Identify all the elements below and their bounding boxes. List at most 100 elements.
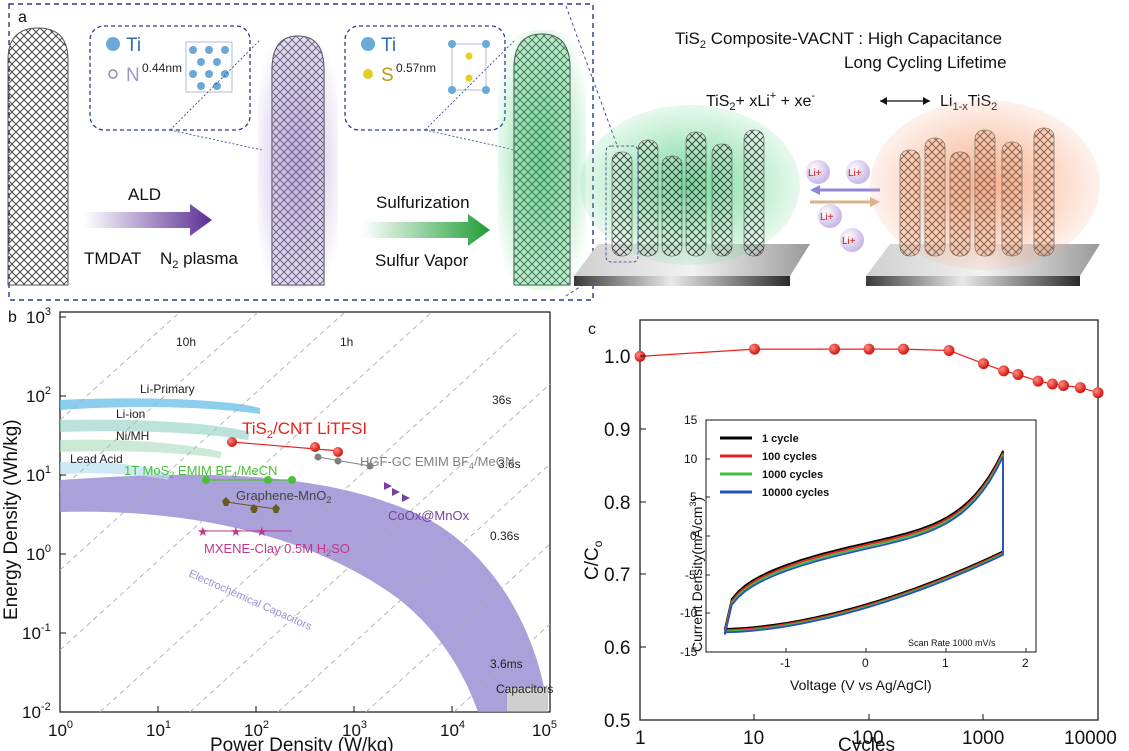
data-point [402, 494, 410, 502]
panel-c-ylabel: C/Co [582, 540, 605, 580]
panel-b-axis-ticks [59, 316, 551, 713]
series-label: MXENE-Clay 0.5M H2SO [204, 541, 350, 558]
cv-inset-plot-area [705, 419, 1037, 653]
legend-label: 10000 cycles [762, 487, 829, 499]
xtick-label: 1000 [962, 728, 1004, 749]
region-label: Capacitors [496, 682, 553, 696]
ytick-label: 5 [690, 490, 697, 504]
data-point [288, 476, 296, 484]
series-tis2-cnt: TiS2/CNT LiTFSI [227, 419, 367, 457]
xtick-label: 104 [440, 719, 465, 740]
data-point [998, 365, 1010, 377]
ragone-regions [60, 398, 548, 712]
panel-b-xtick-labels: 100 101 102 103 104 105 [48, 719, 557, 740]
sulfurization-label: Sulfurization [376, 193, 470, 212]
xtick-label: 105 [532, 719, 557, 740]
vacnt-array-orange [866, 100, 1100, 286]
data-point [1032, 375, 1044, 387]
ald-label: ALD [128, 185, 161, 204]
series-label: HGF-GC EMIM BF4/MeCN [360, 454, 515, 471]
time-label: 10h [176, 335, 196, 349]
xtick-label: 101 [146, 719, 171, 740]
s-atom-icon [363, 69, 373, 79]
cv-inset-ticks [706, 419, 1027, 653]
data-point: ★ [230, 524, 242, 539]
panel-a-letter: a [18, 9, 27, 26]
tin-el1: Ti [126, 35, 141, 56]
data-point [1092, 387, 1104, 399]
panel-b: b [1, 306, 557, 751]
time-label: 0.36s [490, 529, 519, 543]
ti-atom-icon [106, 37, 120, 51]
sulfurization-arrow-icon [362, 214, 490, 246]
tin-el2: N [126, 65, 140, 86]
tis2-inset: Ti S 0.57nm [344, 25, 506, 131]
data-point [366, 462, 374, 470]
svg-text:Li+: Li+ [820, 212, 834, 223]
data-point [333, 447, 343, 457]
ytick-label: 0.7 [604, 565, 630, 586]
region-label: Li-ion [116, 407, 145, 421]
series-mxene: ★ ★ ★ MXENE-Clay 0.5M H2SO [197, 524, 350, 558]
xtick-label: 102 [244, 719, 269, 740]
time-constant-lines [59, 311, 551, 713]
ytick-label: 101 [26, 464, 51, 485]
tin-dist: 0.44nm [142, 61, 182, 75]
xtick-label: 1 [635, 728, 646, 749]
cv-xlabel: Voltage (V vs Ag/AgCl) [790, 677, 932, 693]
ytick-label: 10-2 [22, 701, 51, 722]
ytick-label: -5 [685, 568, 696, 582]
ytick-label: 100 [26, 543, 51, 564]
cv-legend: 1 cycle 100 cycles 1000 cycles 10000 cyc… [720, 433, 829, 499]
data-point [310, 442, 320, 452]
panel-a: a Ti N 0.44nm [7, 3, 1100, 301]
data-point [978, 358, 989, 370]
series-graphene: Graphene-MnO2 [222, 488, 331, 513]
legend-label: 100 cycles [762, 451, 817, 463]
series-label: TiS2/CNT LiTFSI [242, 419, 367, 441]
li-ion-icon: Li+ [840, 228, 864, 252]
cv-curves [723, 450, 1004, 635]
data-point [749, 343, 760, 355]
ytick-label: 102 [26, 385, 51, 406]
data-point [1074, 382, 1086, 394]
time-label: 1h [340, 335, 353, 349]
data-point [222, 497, 230, 506]
tmdat-label: TMDAT [84, 249, 141, 268]
data-point [392, 488, 400, 496]
tis2-dist: 0.57nm [396, 61, 436, 75]
svg-text:Li+: Li+ [842, 236, 856, 247]
data-point [334, 457, 342, 465]
ytick-label: 10-1 [22, 622, 51, 643]
tis2-el1: Ti [381, 35, 396, 56]
cv-xtick-labels: -1 0 1 2 [780, 656, 1029, 670]
li-ion-icon: Li+ [818, 204, 842, 228]
ti-atom-icon-2 [361, 37, 375, 51]
ytick-label: -10 [680, 606, 698, 620]
panel-b-ytick-labels: 10-2 10-1 100 101 102 103 [22, 306, 51, 722]
panel-c-letter: c [588, 321, 596, 338]
data-point [202, 476, 210, 484]
data-point [829, 343, 840, 355]
tin-inset: Ti N 0.44nm [89, 25, 251, 131]
ytick-label: 0.6 [604, 638, 630, 659]
region-label: Ni/MH [116, 429, 149, 443]
svg-text:Li+: Li+ [808, 168, 822, 179]
panel-c-xtick-labels: 1 10 100 1000 10000 [635, 728, 1117, 749]
xtick-label: 103 [342, 719, 367, 740]
tis2-coated-cnt [498, 30, 586, 290]
panel-a-title-line1: TiS2 Composite-VACNT : High Capacitance [675, 29, 1002, 51]
region-label: Li-Primary [140, 382, 195, 396]
data-point [943, 345, 955, 356]
region-label: Lead Acid [70, 452, 123, 466]
ytick-label: 0.5 [604, 711, 630, 732]
cv-ylabel: Current Density(mA/cm3) [688, 497, 705, 652]
series-coox: CoOx@MnOx [384, 482, 470, 523]
panel-b-ylabel: Energy Density (Wh/kg) [1, 419, 22, 620]
xtick-label: 2 [1022, 656, 1029, 670]
cv-ytick-labels: -15 -10 -5 0 5 10 15 [680, 413, 698, 659]
ytick-label: 1.0 [604, 347, 630, 368]
li-ion-icon: Li+ [846, 160, 870, 184]
n-atom-icon [108, 69, 118, 79]
data-point [1012, 369, 1024, 380]
